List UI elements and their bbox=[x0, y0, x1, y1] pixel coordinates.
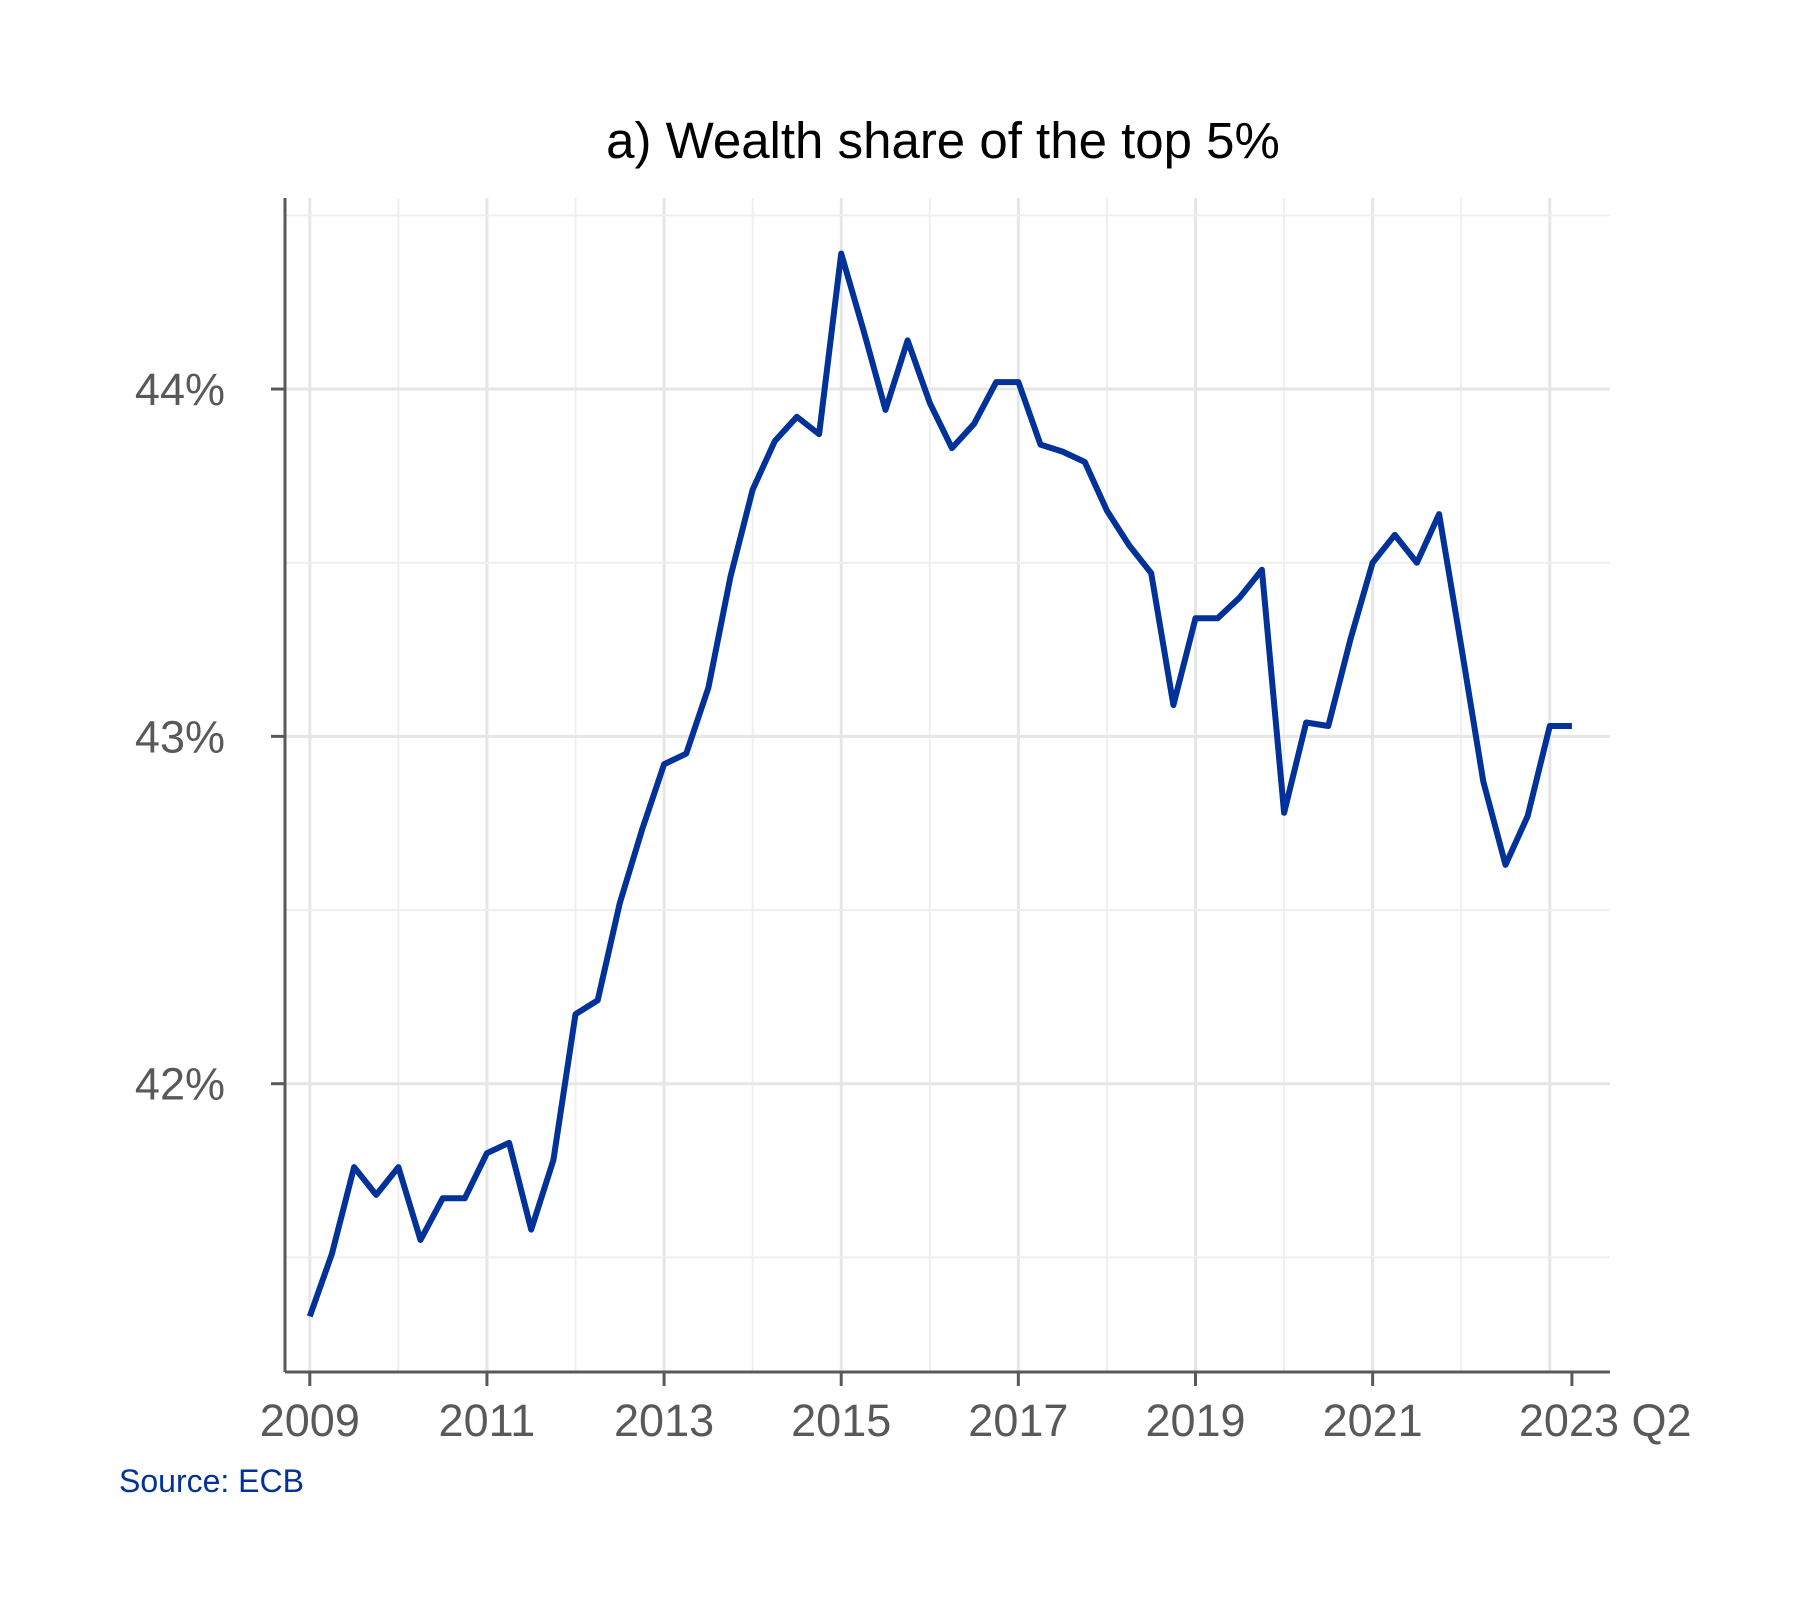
x-tick-label: 2023 Q2 bbox=[1519, 1395, 1692, 1446]
x-tick-label: 2009 bbox=[260, 1395, 360, 1446]
y-tick-labels: 42% 43% 44% bbox=[135, 364, 285, 1110]
x-tick-label: 2013 bbox=[614, 1395, 714, 1446]
x-tick-label: 2011 bbox=[439, 1395, 536, 1446]
chart-title: a) Wealth share of the top 5% bbox=[606, 112, 1280, 169]
y-tick-label: 43% bbox=[135, 711, 225, 762]
series-line bbox=[306, 250, 1572, 1318]
x-tick-label: 2017 bbox=[968, 1395, 1068, 1446]
axes bbox=[283, 198, 1610, 1374]
y-tick-label: 42% bbox=[135, 1059, 225, 1110]
y-tick-label: 44% bbox=[135, 364, 225, 415]
x-tick-label: 2015 bbox=[791, 1395, 891, 1446]
x-tick-label: 2021 bbox=[1323, 1395, 1423, 1446]
x-tick-label: 2019 bbox=[1145, 1395, 1245, 1446]
grid bbox=[285, 198, 1610, 1372]
source-note: Source: ECB bbox=[119, 1463, 304, 1499]
x-tick-labels: 2009 2011 2013 2015 2017 2019 2021 2023 Q2 bbox=[260, 1372, 1692, 1446]
